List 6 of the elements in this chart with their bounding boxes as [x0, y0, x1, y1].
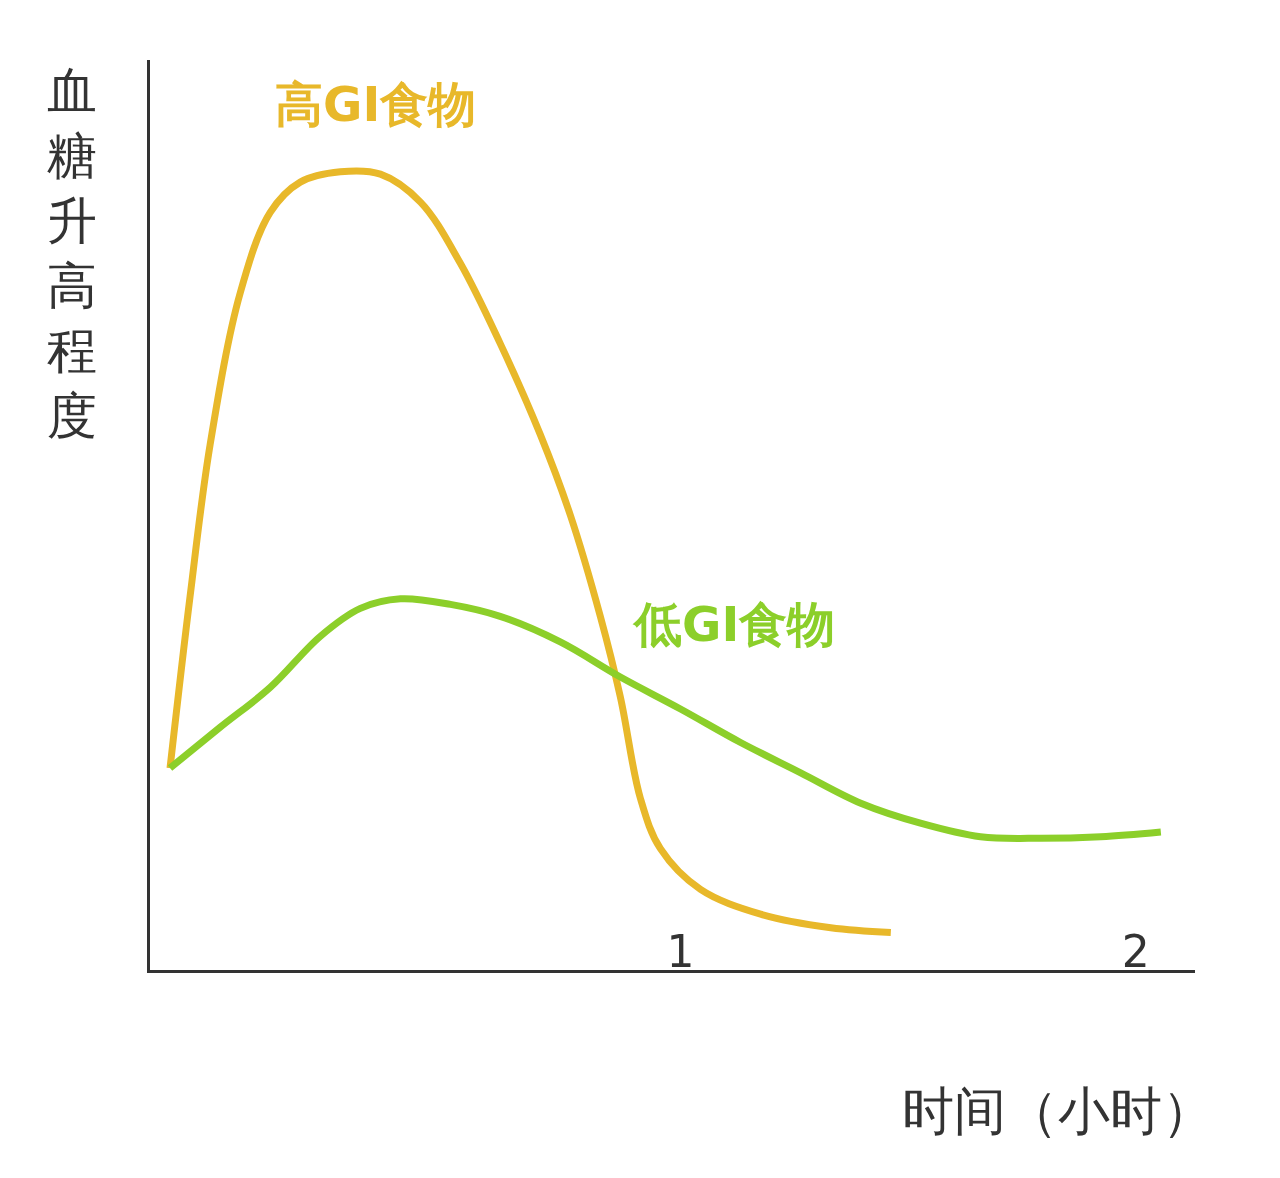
- series-label: 低GI食物: [632, 596, 836, 652]
- x-axis-title: 时间（小时）: [902, 1081, 1214, 1141]
- x-tick-label: 1: [666, 926, 695, 977]
- series-label: 高GI食物: [275, 76, 477, 132]
- x-tick-label: 2: [1121, 926, 1150, 977]
- y-axis-title: 血糖升高程度: [47, 62, 97, 445]
